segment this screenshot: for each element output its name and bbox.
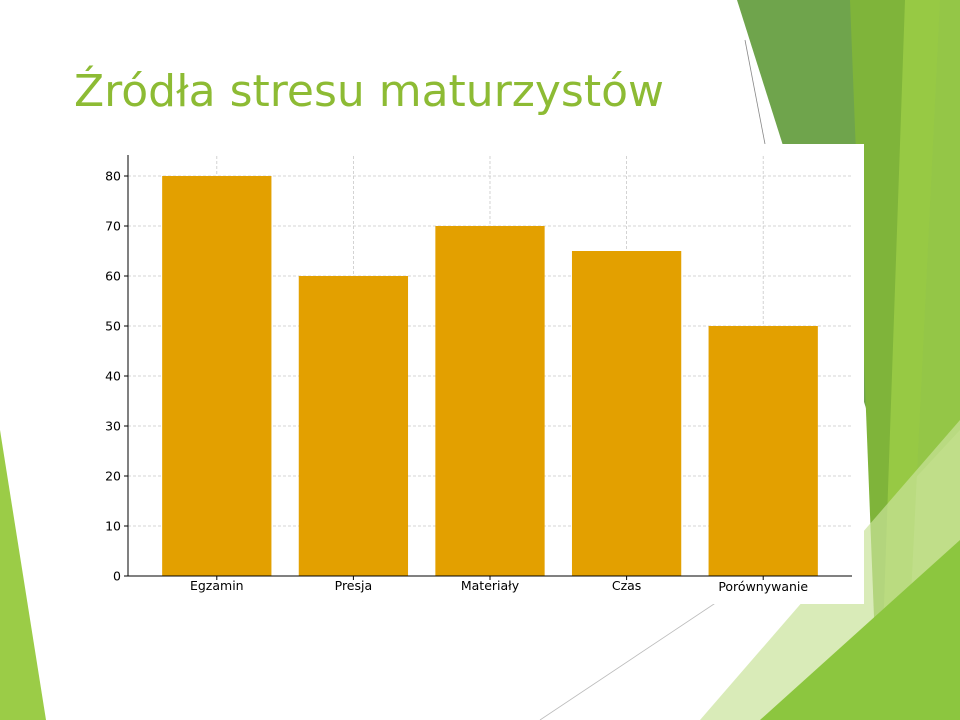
y-tick-label: 10	[105, 519, 121, 534]
y-tick-label: 30	[105, 419, 121, 434]
bar-layer	[162, 176, 818, 576]
thin-diagonal-line	[539, 599, 721, 720]
y-tick-label: 40	[105, 369, 121, 384]
x-tick-label: Czas	[612, 578, 641, 593]
y-tick-label: 80	[105, 169, 121, 184]
bar-egzamin	[162, 176, 272, 576]
bar-materiały	[435, 226, 545, 576]
axis-layer	[124, 155, 852, 580]
x-tick-label: Egzamin	[190, 578, 244, 593]
bottom-green-shard	[760, 540, 960, 720]
thin-diagonal-line-top	[744, 39, 766, 145]
chart-panel: 0 10 20 30 40 50 60 70 80 Egzamin Presja Materiały C…	[92, 144, 864, 604]
y-tick-label: 50	[105, 319, 121, 334]
label-layer: 0 10 20 30 40 50 60 70 80 Egzamin Presja Materiały C…	[105, 169, 808, 595]
y-tick-label: 20	[105, 469, 121, 484]
x-tick-label: Materiały	[461, 578, 520, 593]
left-green-shard	[0, 430, 46, 720]
x-tick-label: Presja	[335, 578, 373, 593]
y-tick-label: 60	[105, 269, 121, 284]
bar-chart: 0 10 20 30 40 50 60 70 80 Egzamin Presja Materiały C…	[105, 155, 852, 595]
y-tick-label: 70	[105, 219, 121, 234]
slide-title: Źródła stresu maturzystów	[74, 66, 665, 117]
x-tick-label: Porównywanie	[718, 579, 808, 594]
y-tick-label: 0	[113, 569, 121, 584]
bar-czas	[571, 251, 682, 576]
bar-porównywanie	[708, 326, 818, 576]
bar-presja	[298, 276, 409, 576]
